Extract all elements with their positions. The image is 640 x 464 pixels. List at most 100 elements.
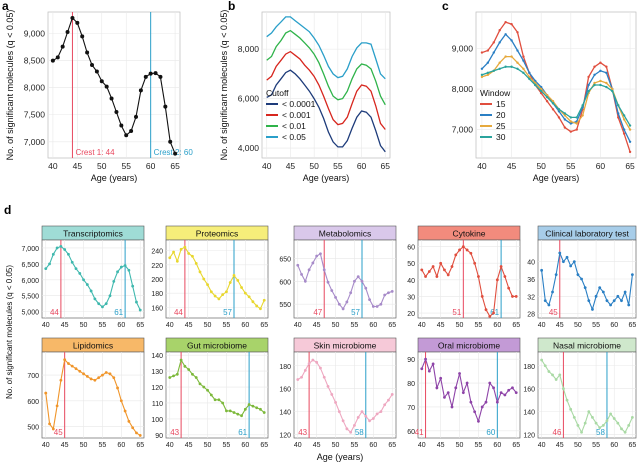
data-point xyxy=(431,362,435,366)
x-tick-label: 65 xyxy=(512,442,520,449)
data-point xyxy=(605,419,609,423)
data-point xyxy=(569,122,573,125)
y-tick-label: 650 xyxy=(279,256,291,263)
x-tick-label: 50 xyxy=(332,322,340,329)
series-line xyxy=(421,245,517,318)
x-tick-label: 60 xyxy=(369,442,377,449)
x-tick-label: 60 xyxy=(493,322,501,329)
data-point xyxy=(611,89,614,93)
series-line xyxy=(266,69,386,153)
data-point xyxy=(528,71,531,75)
data-point xyxy=(315,360,319,364)
x-tick-label: 45 xyxy=(185,322,193,329)
data-point xyxy=(540,268,544,272)
data-point xyxy=(504,33,507,36)
x-tick-label: 50 xyxy=(97,161,107,171)
data-point xyxy=(114,110,119,115)
x-tick-label: 55 xyxy=(592,442,600,449)
y-tick-label: 600 xyxy=(279,279,291,286)
data-point xyxy=(119,399,123,403)
data-point xyxy=(123,409,127,413)
data-point xyxy=(514,391,518,395)
panel-label: c xyxy=(442,0,449,13)
data-point xyxy=(431,265,435,268)
data-point xyxy=(251,404,255,408)
x-tick-label: 45 xyxy=(313,322,321,329)
data-point xyxy=(108,372,112,376)
data-point xyxy=(486,49,490,52)
y-tick-label: 9,000 xyxy=(24,29,46,39)
y-tick-label: 20 xyxy=(407,311,415,318)
data-point xyxy=(591,307,594,311)
data-point xyxy=(213,398,217,402)
panel-b: 40 45 50 55 60 65 4,000 6,000 8,000 b Age (years) N… xyxy=(219,0,391,183)
data-point xyxy=(104,302,108,306)
data-point xyxy=(492,41,495,44)
data-point xyxy=(60,44,65,49)
reference-line-label: 58 xyxy=(355,428,364,437)
data-point xyxy=(580,277,583,281)
data-point xyxy=(191,254,194,258)
data-point xyxy=(492,69,495,73)
y-tick-label: 120 xyxy=(279,433,291,440)
data-point xyxy=(74,367,78,371)
reference-line-label: 58 xyxy=(596,428,605,437)
data-point xyxy=(495,400,499,404)
data-point xyxy=(334,295,337,299)
y-tick-label: 40 xyxy=(407,278,415,285)
y-tick-label: 130 xyxy=(151,369,163,376)
shared-y-axis-label: No. of significant molecules (q < 0.05) xyxy=(5,265,14,399)
x-tick-label: 45 xyxy=(73,161,83,171)
data-point xyxy=(503,393,507,397)
data-point xyxy=(48,422,51,426)
data-point xyxy=(179,358,183,362)
y-tick-label: 8,000 xyxy=(452,84,474,94)
data-point xyxy=(228,281,232,284)
x-tick-label: 65 xyxy=(512,322,520,329)
data-point xyxy=(303,279,307,283)
strip-label: Proteomics xyxy=(196,229,239,239)
data-point xyxy=(620,427,623,431)
data-point xyxy=(353,279,356,283)
data-point xyxy=(225,409,228,413)
data-point xyxy=(593,81,596,85)
data-point xyxy=(135,300,138,304)
data-point xyxy=(458,248,461,252)
x-tick-label: 40 xyxy=(294,322,302,329)
x-tick-label: 65 xyxy=(628,442,636,449)
data-point xyxy=(330,393,334,396)
x-tick-label: 40 xyxy=(294,442,302,449)
y-tick-label: 120 xyxy=(523,433,535,440)
x-tick-label: 55 xyxy=(351,322,359,329)
data-point xyxy=(364,286,368,290)
data-point xyxy=(435,275,439,278)
data-point xyxy=(420,268,424,272)
data-point xyxy=(580,430,583,434)
y-tick-label: 200 xyxy=(151,277,163,284)
data-point xyxy=(375,412,379,416)
x-axis-label: Age (years) xyxy=(533,173,580,183)
data-point xyxy=(353,423,356,427)
data-point xyxy=(516,61,519,64)
data-point xyxy=(356,275,360,279)
y-tick-label: 140 xyxy=(279,410,291,417)
x-tick-label: 55 xyxy=(592,322,600,329)
data-point xyxy=(510,55,513,58)
data-point xyxy=(183,364,187,368)
data-point xyxy=(187,252,191,255)
data-point xyxy=(477,275,480,278)
data-point xyxy=(175,259,179,263)
data-point xyxy=(480,295,484,298)
y-tick-label: 5,500 xyxy=(21,294,39,301)
x-tick-label: 45 xyxy=(313,442,321,449)
data-point xyxy=(112,279,116,283)
data-point xyxy=(127,268,131,272)
data-point xyxy=(255,304,259,308)
y-tick-label: 140 xyxy=(523,410,535,417)
y-tick-label: 70 xyxy=(407,405,415,412)
data-point xyxy=(446,391,450,395)
x-tick-label: 45 xyxy=(185,442,193,449)
x-tick-label: 45 xyxy=(437,442,445,449)
y-axis-label: No. of significant molecules (q < 0.05) xyxy=(5,10,15,161)
x-tick-label: 60 xyxy=(610,322,618,329)
